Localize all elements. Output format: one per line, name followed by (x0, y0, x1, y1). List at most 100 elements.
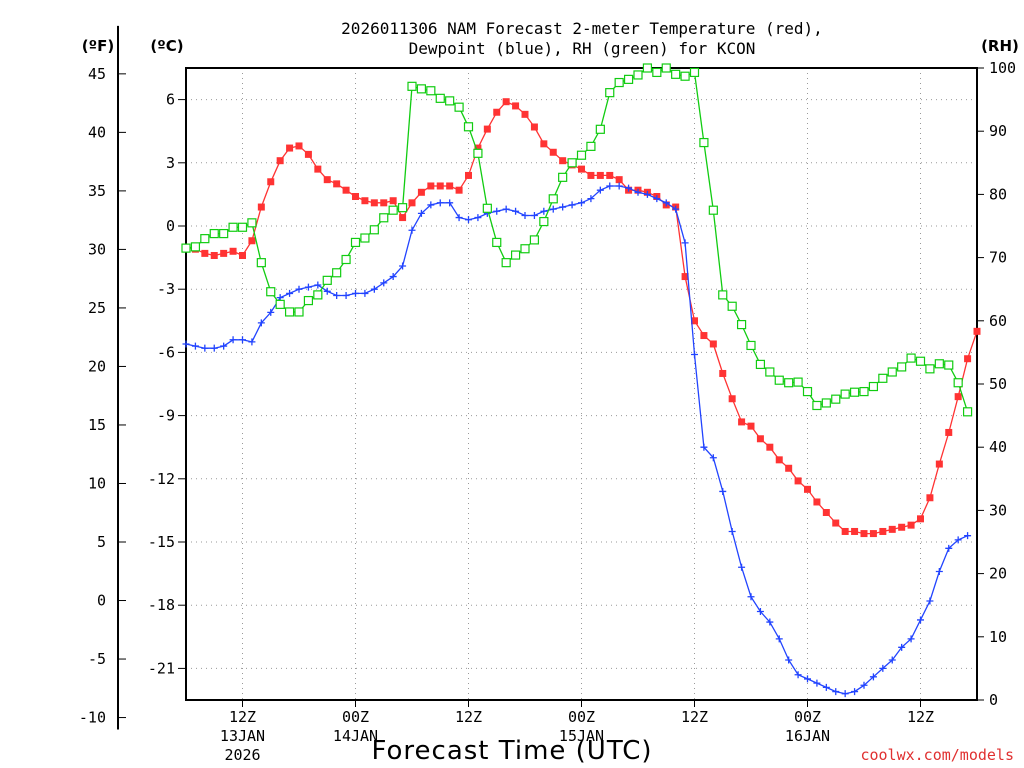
dewpoint-line (185, 185, 968, 695)
2-meter-temperature-point (766, 443, 774, 451)
dewpoint-point (917, 616, 924, 624)
dewpoint-point (879, 664, 887, 672)
rh-point (868, 381, 879, 392)
rh-point (397, 203, 408, 213)
rh-line (185, 67, 969, 412)
2-meter-temperature-point (691, 317, 698, 325)
rh-tick-label: 80 (989, 185, 1007, 203)
dewpoint-point (756, 608, 764, 616)
dewpoint-point (389, 273, 397, 281)
dewpoint-point (954, 536, 962, 544)
dewpoint-point (869, 673, 877, 681)
dewpoint-point (436, 199, 444, 207)
x-tick-label: 12Z (229, 708, 256, 726)
rh-point (708, 205, 718, 215)
rh-series (181, 63, 973, 417)
2-meter-temperature-point (370, 199, 378, 207)
chart-title-line-1: 2026011306 NAM Forecast 2-meter Temperat… (341, 19, 823, 38)
2-meter-temperature-point (869, 530, 877, 538)
dewpoint-point (860, 681, 868, 689)
2-meter-temperature-point (286, 144, 294, 152)
dewpoint-point (455, 214, 463, 222)
chart-title-line-2: Dewpoint (blue), RH (green) for KCON (409, 39, 756, 58)
rh-point (463, 122, 474, 132)
2-meter-temperature-point (512, 102, 520, 110)
rh-point (840, 389, 850, 399)
rh-point (784, 378, 794, 388)
celsius-tick-label: 0 (166, 217, 175, 235)
fahrenheit-tick-label: -5 (88, 650, 106, 668)
dewpoint-point (832, 688, 840, 696)
fahrenheit-tick-label: 25 (88, 299, 106, 317)
rh-tick-label: 40 (989, 438, 1007, 456)
rh-point (689, 67, 700, 78)
rh-point (558, 172, 568, 182)
rh-point (388, 205, 398, 215)
rh-tick-label: 0 (989, 691, 998, 709)
2-meter-temperature-point (804, 485, 811, 493)
rh-tick-label: 30 (989, 501, 1007, 519)
x-tick-date-label: 14JAN (333, 727, 378, 745)
2-meter-temperature-point (615, 176, 623, 184)
2-meter-temperature-point (719, 369, 727, 377)
2-meter-temperature-point (917, 515, 924, 523)
rh-point (671, 69, 681, 79)
dewpoint-point (333, 292, 341, 300)
dewpoint-point (446, 199, 454, 207)
dewpoint-point (747, 593, 755, 601)
dewpoint-point (417, 209, 425, 217)
2-meter-temperature-point (314, 165, 322, 173)
rh-point (793, 377, 803, 387)
rh-point (266, 287, 276, 297)
rh-tick-label: 20 (989, 565, 1007, 583)
rh-point (774, 375, 784, 385)
rh-point (332, 268, 342, 278)
dewpoint-point (257, 319, 265, 327)
rh-point (303, 295, 314, 306)
dewpoint-point (267, 308, 275, 316)
rh-point (897, 362, 907, 372)
dewpoint-point (559, 203, 567, 211)
fahrenheit-tick-label: 40 (88, 123, 106, 141)
dewpoint-point (578, 199, 585, 207)
2-meter-temperature-point (361, 197, 369, 205)
2-meter-temperature-point (935, 460, 943, 468)
dewpoint-point (399, 262, 407, 270)
dewpoint-point (898, 643, 906, 651)
dewpoint-point (342, 292, 350, 300)
x-tick-year-label: 2026 (224, 746, 260, 764)
rh-point (944, 360, 954, 370)
rh-point (539, 216, 549, 227)
2-meter-temperature-point (898, 523, 906, 531)
rh-point (548, 194, 558, 204)
dewpoint-point (229, 336, 237, 344)
dewpoint-point (728, 527, 736, 535)
dewpoint-point (568, 201, 576, 209)
rh-point (520, 244, 530, 254)
rh-point (576, 150, 587, 160)
rh-point (925, 364, 935, 374)
rh-point (661, 63, 671, 73)
2-meter-temperature-point (540, 140, 548, 148)
2-meter-temperature-point (973, 327, 981, 335)
2-meter-temperature-point (841, 527, 849, 535)
dewpoint-point (719, 487, 727, 495)
2-meter-temperature-point (964, 355, 972, 363)
rh-point (812, 400, 822, 411)
dewpoint-point (888, 656, 896, 664)
fahrenheit-tick-label: 0 (97, 592, 106, 610)
dewpoint-point (643, 190, 651, 198)
2-meter-temperature-point (389, 197, 397, 205)
dewpoint-point (352, 289, 359, 297)
2-meter-temperature-point (794, 477, 802, 485)
dewpoint-point (766, 618, 774, 626)
rh-point (209, 228, 219, 239)
2-meter-temperature-point (775, 456, 783, 464)
rh-point (247, 218, 257, 228)
dewpoint-point (935, 567, 943, 575)
rh-point (190, 242, 201, 252)
dewpoint-point (182, 340, 190, 348)
dewpoint-point (314, 281, 322, 289)
dewpoint-point (521, 211, 529, 219)
